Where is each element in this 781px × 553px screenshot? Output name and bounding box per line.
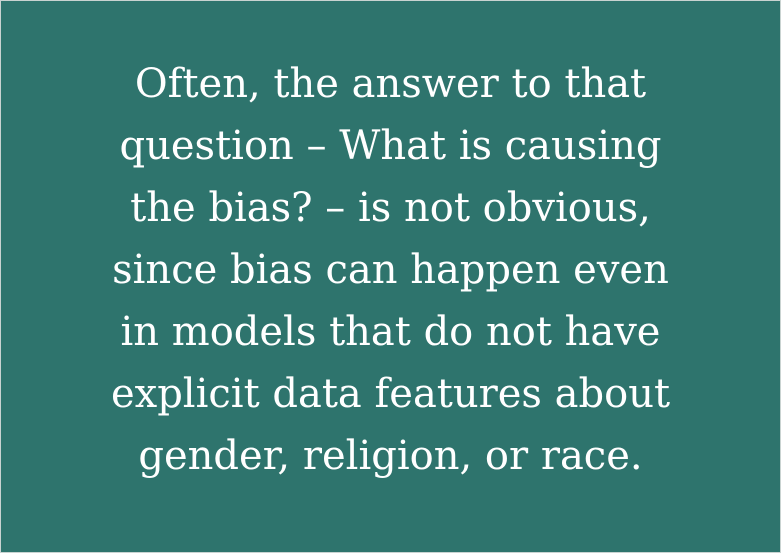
quote-text: Often, the answer to that question – Wha…	[1, 53, 780, 487]
quote-line: in models that do not have	[120, 309, 661, 355]
quote-line: since bias can happen even	[112, 247, 669, 293]
quote-line: Often, the answer to that	[134, 61, 647, 107]
quote-line: explicit data features about	[110, 371, 671, 417]
quote-line: the bias? – is not obvious,	[130, 185, 651, 231]
quote-line: gender, religion, or race.	[138, 433, 643, 479]
quote-line: question – What is causing	[119, 123, 662, 169]
